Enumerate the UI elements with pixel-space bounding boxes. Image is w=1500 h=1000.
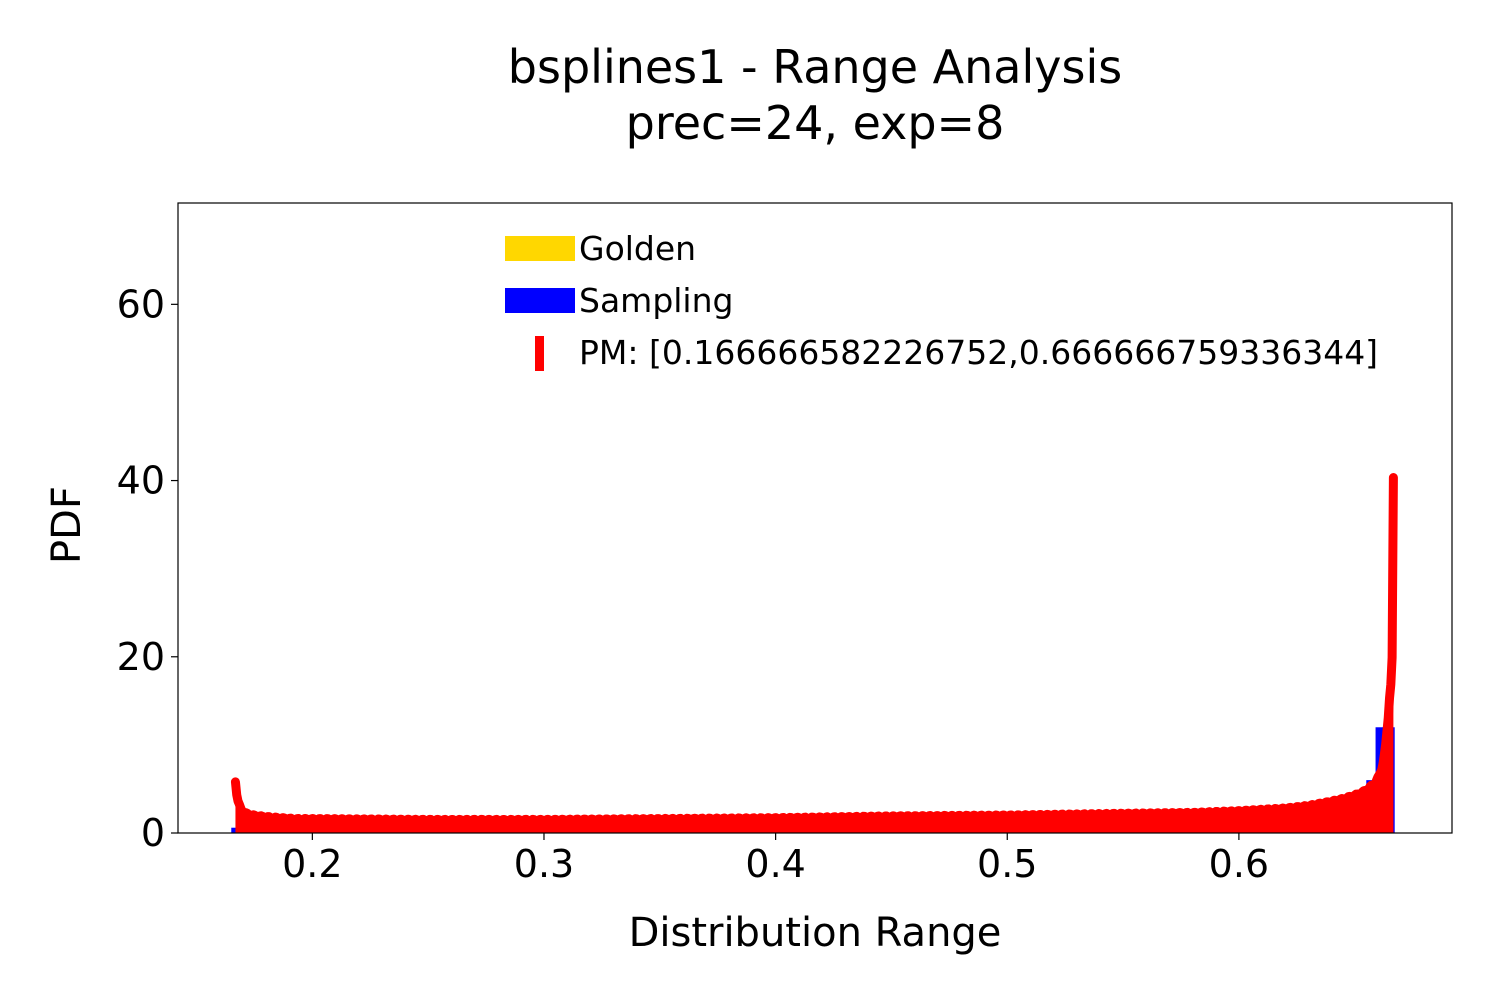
y-tick-label: 60	[117, 282, 165, 326]
y-axis: 0 20 40 60	[117, 282, 178, 855]
legend-golden-label: Golden	[579, 229, 696, 268]
pm-curve-line	[230, 473, 1398, 827]
legend: Golden Sampling PM: [0.166666582226752,0…	[505, 229, 1378, 372]
x-tick-label: 0.5	[977, 842, 1037, 886]
legend-sampling-swatch	[505, 288, 575, 313]
x-tick-label: 0.2	[282, 842, 342, 886]
chart-subtitle: prec=24, exp=8	[626, 96, 1005, 150]
y-tick-label: 20	[117, 635, 165, 679]
x-axis-label: Distribution Range	[629, 910, 1002, 956]
legend-sampling-label: Sampling	[579, 281, 733, 320]
legend-golden-swatch	[505, 236, 575, 261]
y-tick-label: 0	[141, 811, 165, 855]
legend-pm-label: PM: [0.166666582226752,0.666666759336344…	[579, 333, 1378, 372]
chart-title: bsplines1 - Range Analysis	[508, 40, 1122, 94]
x-tick-label: 0.3	[514, 842, 574, 886]
pm-curve	[230, 473, 1398, 833]
plot-frame	[177, 202, 1453, 834]
x-tick-label: 0.6	[1209, 842, 1269, 886]
pm-curve-fill	[235, 477, 1394, 833]
y-tick-label: 40	[117, 459, 165, 503]
x-tick-label: 0.4	[745, 842, 805, 886]
y-axis-label: PDF	[44, 486, 90, 564]
legend-pm-swatch	[535, 336, 544, 371]
x-axis: 0.2 0.3 0.4 0.5 0.6	[282, 833, 1269, 886]
